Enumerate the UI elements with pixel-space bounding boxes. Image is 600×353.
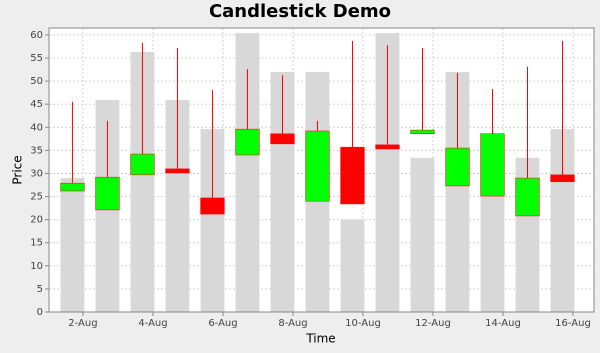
volume-bar	[165, 100, 190, 312]
x-tick-label: 4-Aug	[138, 318, 167, 329]
y-tick-label: 15	[30, 238, 43, 249]
y-tick-label: 0	[37, 307, 43, 318]
y-tick-label: 10	[30, 261, 43, 272]
y-axis-label: Price	[11, 155, 25, 184]
x-tick-label: 6-Aug	[208, 318, 237, 329]
candle-body	[410, 129, 435, 134]
x-tick-label: 2-Aug	[68, 318, 97, 329]
volume-bar	[200, 129, 225, 312]
x-tick-label: 14-Aug	[485, 318, 521, 329]
volume-bar	[130, 52, 155, 313]
x-tick-label: 8-Aug	[278, 318, 307, 329]
candle-body	[200, 197, 225, 215]
candle-body	[340, 146, 365, 205]
volume-bar	[60, 178, 85, 312]
chart-title: Candlestick Demo	[209, 1, 391, 22]
volume-bar	[375, 33, 400, 312]
x-tick-label: 12-Aug	[415, 318, 451, 329]
candle-body	[130, 153, 155, 176]
y-tick-label: 45	[30, 99, 43, 110]
volume-bar	[445, 71, 470, 312]
candle-body	[95, 176, 120, 211]
x-axis-label: Time	[305, 332, 335, 346]
plot-border	[48, 27, 595, 313]
y-tick-label: 30	[30, 168, 43, 179]
volume-bar	[270, 71, 295, 312]
candle-body	[165, 168, 190, 174]
candle-body	[235, 128, 260, 156]
y-tick-label: 55	[30, 53, 43, 64]
candle-body	[375, 144, 400, 150]
y-tick-label: 20	[30, 215, 43, 226]
volume-bar	[480, 196, 505, 312]
x-tick-label: 16-Aug	[555, 318, 591, 329]
volume-bar	[410, 157, 435, 312]
y-tick-label: 60	[30, 30, 43, 41]
candle-body	[270, 133, 295, 145]
y-tick-label: 25	[30, 192, 43, 203]
x-tick-label: 10-Aug	[345, 318, 381, 329]
candle-body	[60, 182, 85, 192]
volume-bar	[340, 219, 365, 312]
candle-body	[550, 174, 575, 183]
candle-body	[515, 177, 540, 217]
y-tick-label: 5	[37, 284, 43, 295]
candle-body	[445, 147, 470, 187]
y-tick-label: 40	[30, 122, 43, 133]
volume-bar	[235, 33, 260, 312]
y-tick-label: 35	[30, 145, 43, 156]
candle-body	[480, 133, 505, 197]
y-tick-label: 50	[30, 76, 43, 87]
candle-body	[305, 130, 330, 202]
